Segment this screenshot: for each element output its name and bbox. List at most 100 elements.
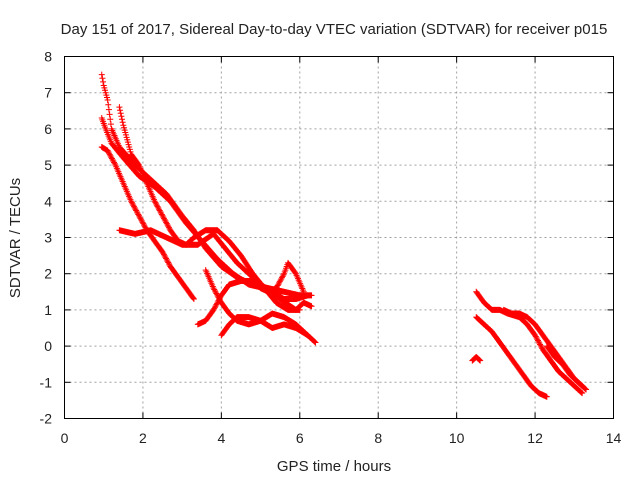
data-point [105,106,112,113]
data-point [211,304,218,311]
y-tick-label: 5 [44,157,52,173]
data-point [151,198,158,205]
data-point [308,303,315,310]
data-point [110,158,117,165]
y-tick-label: 0 [44,338,52,354]
y-axis-title: SDTVAR / TECUs [7,178,24,298]
data-point [128,199,135,206]
series-track-j [473,314,550,400]
data-point [131,203,138,210]
data-point [140,221,147,228]
series-track-c [98,144,197,303]
data-point [141,223,148,230]
x-tick-label: 6 [296,430,304,446]
data-point [161,216,168,223]
series-track-f [194,259,307,328]
data-point [100,78,107,85]
data-point [133,207,140,214]
chart-title: Day 151 of 2017, Sidereal Day-to-day VTE… [61,21,608,38]
data-point [211,287,218,294]
data-point [476,356,483,363]
data-point [210,306,217,313]
data-point [275,281,282,288]
data-point [156,207,163,214]
data-point [312,339,319,346]
data-point [161,252,168,259]
series-track-e [116,227,311,303]
data-point [165,224,172,231]
data-marks [98,71,590,400]
data-point [577,388,584,395]
y-tick-label: 3 [44,230,52,246]
data-point [130,202,137,209]
data-point [583,386,590,393]
data-point [159,248,166,255]
data-point [273,283,280,290]
data-point [109,156,116,163]
data-point [212,289,219,296]
y-tick-label: 8 [44,49,52,65]
data-point [165,223,172,230]
data-point [160,214,167,221]
data-point [536,340,543,347]
x-tick-label: 4 [217,430,225,446]
y-tick-label: -1 [40,374,53,390]
data-point [106,111,113,118]
data-point [276,278,283,285]
data-point [119,116,126,123]
data-point [304,332,311,339]
data-point [133,208,140,215]
data-point [214,293,221,300]
data-point [274,282,281,289]
data-point [278,274,285,281]
data-point [211,305,218,312]
series-track-h [218,314,311,339]
data-point [215,294,222,301]
data-point [135,161,142,168]
data-point [164,258,171,265]
data-point [111,160,118,167]
data-point [216,297,223,304]
data-point [280,272,287,279]
data-point [296,306,303,313]
data-point [532,333,539,340]
data-point [152,199,159,206]
grid-layer [64,56,614,419]
data-point [160,250,167,257]
data-point [213,301,220,308]
data-point [477,357,484,364]
data-point [211,286,218,293]
data-point [300,288,307,295]
y-tick-label: 2 [44,266,52,282]
series-track-m [469,353,484,364]
data-point [158,211,165,218]
y-tick-label: -2 [40,411,53,427]
data-point [190,296,197,303]
data-point [163,256,170,263]
data-point [578,389,585,396]
data-point [132,206,139,213]
x-tick-label: 14 [606,430,622,446]
data-point [136,214,143,221]
data-point [279,273,286,280]
data-point [292,269,299,276]
data-point [134,210,141,217]
y-tick-label: 4 [44,193,52,209]
data-point [213,290,220,297]
data-point [107,152,114,159]
data-point [190,295,197,302]
x-tick-label: 2 [139,430,147,446]
data-point [116,104,123,111]
data-point [537,342,544,349]
x-axis-title: GPS time / hours [277,458,391,475]
data-point [155,206,162,213]
data-point [304,292,311,299]
y-tick-label: 6 [44,121,52,137]
data-point [137,215,144,222]
data-point [104,96,111,103]
data-point [155,204,162,211]
data-point [216,295,223,302]
x-tick-label: 0 [61,430,69,446]
